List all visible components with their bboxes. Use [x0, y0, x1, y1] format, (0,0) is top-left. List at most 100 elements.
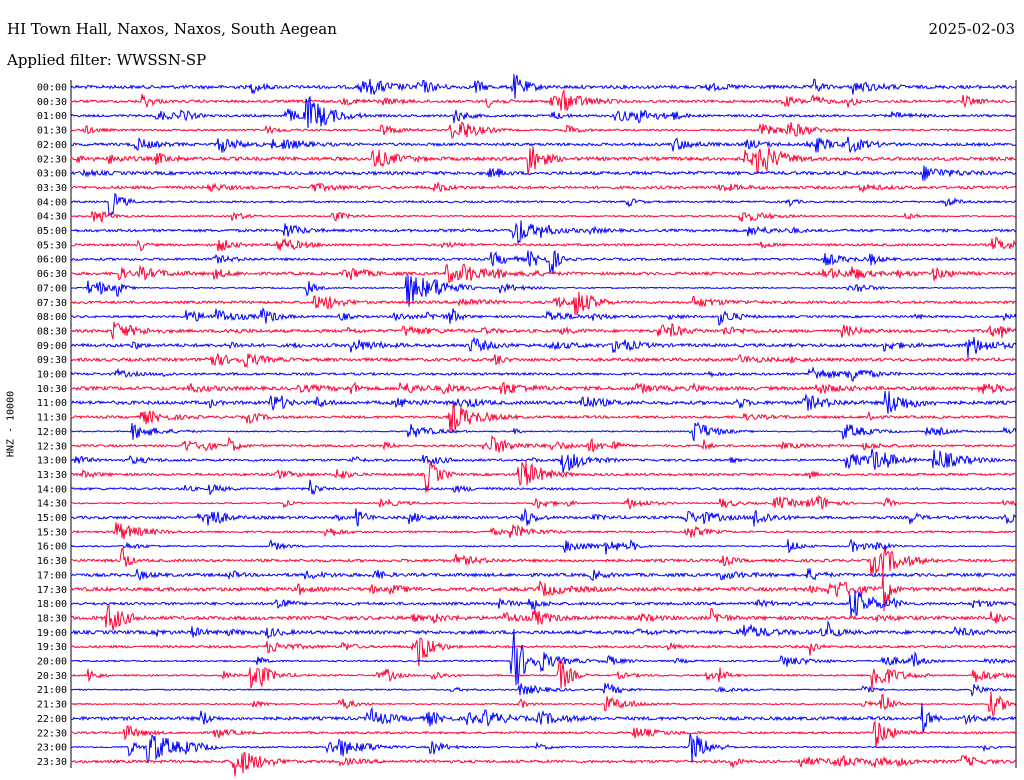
row-time-label: 07:30 — [37, 298, 67, 309]
trace-row — [70, 220, 1017, 244]
trace-row — [70, 702, 1017, 734]
row-time-label: 19:30 — [37, 642, 67, 653]
trace-row — [70, 568, 1017, 582]
row-time-label: 03:30 — [37, 183, 67, 194]
row-time-label: 14:30 — [37, 499, 67, 510]
trace-row — [70, 590, 1017, 616]
row-time-label: 22:30 — [37, 728, 67, 739]
row-time-label: 05:30 — [37, 240, 67, 251]
row-time-label: 01:00 — [37, 111, 67, 122]
trace-row — [70, 192, 1017, 218]
trace-row — [70, 479, 1017, 496]
trace-row — [70, 121, 1017, 139]
trace-row — [70, 421, 1017, 442]
row-time-label: 21:30 — [37, 700, 67, 711]
trace-row — [70, 307, 1017, 326]
trace-row — [70, 146, 1017, 175]
trace-row — [70, 136, 1017, 153]
row-time-label: 20:00 — [37, 657, 67, 668]
trace-row — [70, 719, 1017, 748]
trace-row — [70, 263, 1017, 284]
row-time-label: 09:00 — [37, 341, 67, 352]
row-time-label: 23:30 — [37, 757, 67, 768]
trace-row — [70, 448, 1017, 474]
trace-row — [70, 522, 1017, 540]
row-time-label: 07:00 — [37, 283, 67, 294]
row-time-label: 17:30 — [37, 585, 67, 596]
row-time-label: 11:00 — [37, 398, 67, 409]
trace-row — [70, 381, 1017, 395]
trace-row — [70, 336, 1017, 358]
row-time-label: 12:00 — [37, 427, 67, 438]
row-time-label: 04:30 — [37, 212, 67, 223]
trace-row — [70, 733, 1017, 764]
row-time-label: 14:00 — [37, 484, 67, 495]
trace-row — [70, 659, 1017, 690]
row-time-label: 19:00 — [37, 628, 67, 639]
trace-row — [70, 403, 1017, 433]
trace-row — [70, 291, 1017, 316]
row-time-label: 08:00 — [37, 312, 67, 323]
row-time-label: 00:30 — [37, 97, 67, 108]
row-time-label: 17:00 — [37, 570, 67, 581]
row-time-label: 20:30 — [37, 671, 67, 682]
trace-row — [70, 365, 1017, 382]
trace-row — [70, 573, 1017, 612]
trace-row — [70, 605, 1016, 631]
trace-row — [70, 538, 1017, 555]
row-time-label: 10:00 — [37, 370, 67, 381]
row-time-label: 12:30 — [37, 441, 67, 452]
trace-row — [70, 629, 1017, 686]
trace-row — [70, 274, 1017, 307]
plot-frame — [70, 80, 1017, 768]
trace-row — [70, 460, 1017, 493]
row-time-label: 13:00 — [37, 456, 67, 467]
row-time-label: 16:30 — [37, 556, 67, 567]
trace-row — [70, 95, 1017, 129]
trace-row — [70, 210, 1017, 224]
trace-row — [70, 236, 1017, 252]
row-time-label: 00:00 — [37, 83, 67, 94]
trace-row — [70, 620, 1017, 639]
row-time-label: 23:00 — [37, 743, 67, 754]
trace-row — [70, 249, 1017, 275]
trace-row — [70, 321, 1017, 340]
row-time-label: 15:30 — [37, 527, 67, 538]
row-time-label: 04:00 — [37, 197, 67, 208]
row-time-label: 10:30 — [37, 384, 67, 395]
date-label: 2025-02-03 — [928, 20, 1015, 38]
trace-row — [70, 691, 1017, 716]
trace-row — [70, 353, 1017, 369]
trace-row — [70, 682, 1017, 697]
row-time-label: 11:30 — [37, 413, 67, 424]
trace-row — [70, 182, 1017, 194]
trace-row — [70, 74, 1017, 99]
row-time-label: 15:00 — [37, 513, 67, 524]
row-time-label: 06:30 — [37, 269, 67, 280]
row-time-label: 21:00 — [37, 685, 67, 696]
trace-row — [70, 507, 1017, 527]
row-time-label: 18:30 — [37, 613, 67, 624]
filter-label: Applied filter: WWSSN-SP — [7, 51, 207, 69]
row-time-label: 02:00 — [37, 140, 67, 151]
row-time-label: 08:30 — [37, 326, 67, 337]
trace-row — [70, 165, 1017, 181]
row-time-label: 02:30 — [37, 154, 67, 165]
row-time-label: 18:00 — [37, 599, 67, 610]
trace-row — [70, 390, 1017, 414]
trace-row — [70, 494, 1017, 511]
station-title: HI Town Hall, Naxos, Naxos, South Aegean — [7, 20, 337, 38]
trace-row — [70, 547, 1017, 575]
trace-row — [70, 637, 1017, 667]
row-time-label: 13:30 — [37, 470, 67, 481]
row-time-label: 09:30 — [37, 355, 67, 366]
row-time-label: 05:00 — [37, 226, 67, 237]
row-time-label: 01:30 — [37, 126, 67, 137]
row-time-label: 16:00 — [37, 542, 67, 553]
row-time-label: 22:00 — [37, 714, 67, 725]
trace-row — [70, 88, 1017, 111]
trace-row — [70, 752, 1017, 777]
row-time-label: 03:00 — [37, 169, 67, 180]
trace-row — [70, 434, 1017, 453]
